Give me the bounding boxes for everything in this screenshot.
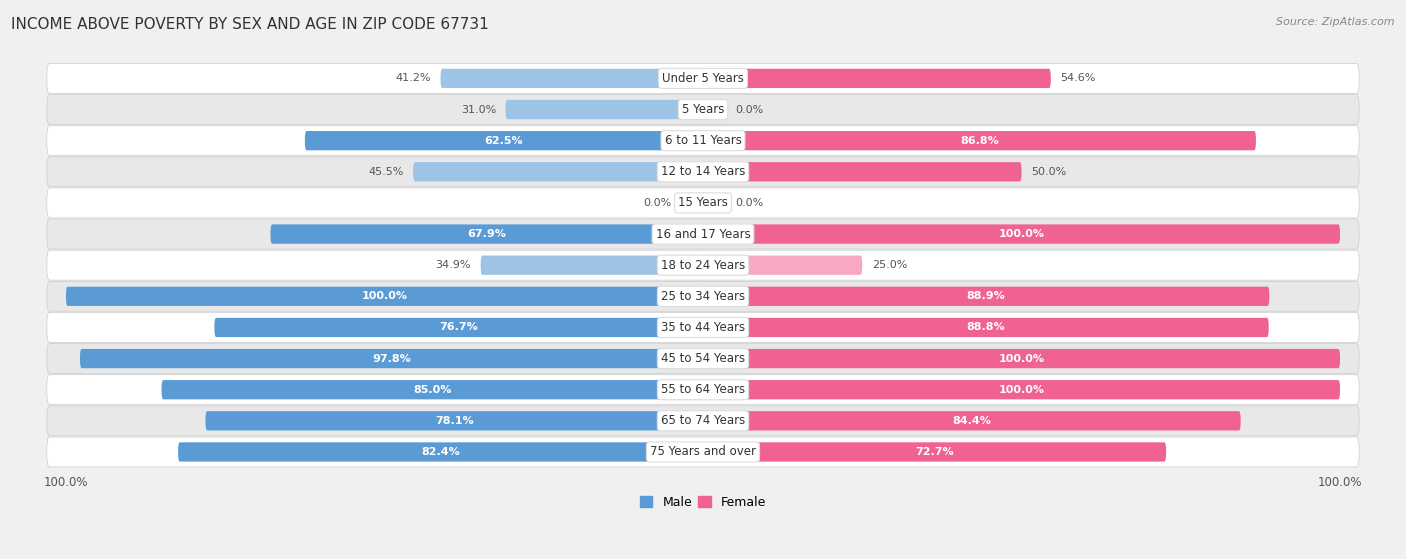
Text: 65 to 74 Years: 65 to 74 Years — [661, 414, 745, 427]
FancyBboxPatch shape — [46, 375, 1360, 405]
FancyBboxPatch shape — [703, 411, 1240, 430]
Text: Under 5 Years: Under 5 Years — [662, 72, 744, 85]
Text: 6 to 11 Years: 6 to 11 Years — [665, 134, 741, 147]
FancyBboxPatch shape — [703, 193, 723, 212]
FancyBboxPatch shape — [46, 437, 1360, 467]
FancyBboxPatch shape — [80, 349, 703, 368]
Text: 18 to 24 Years: 18 to 24 Years — [661, 259, 745, 272]
Text: 100.0%: 100.0% — [998, 385, 1045, 395]
Text: 45 to 54 Years: 45 to 54 Years — [661, 352, 745, 365]
Text: 88.9%: 88.9% — [967, 291, 1005, 301]
FancyBboxPatch shape — [703, 287, 1270, 306]
FancyBboxPatch shape — [703, 224, 1340, 244]
Text: 35 to 44 Years: 35 to 44 Years — [661, 321, 745, 334]
FancyBboxPatch shape — [270, 224, 703, 244]
Text: 15 Years: 15 Years — [678, 196, 728, 210]
Text: 54.6%: 54.6% — [1060, 73, 1095, 83]
FancyBboxPatch shape — [703, 162, 1022, 182]
FancyBboxPatch shape — [46, 312, 1360, 343]
FancyBboxPatch shape — [46, 219, 1360, 249]
FancyBboxPatch shape — [703, 69, 1050, 88]
FancyBboxPatch shape — [46, 157, 1360, 187]
Text: Source: ZipAtlas.com: Source: ZipAtlas.com — [1277, 17, 1395, 27]
FancyBboxPatch shape — [703, 380, 1340, 399]
Text: 76.7%: 76.7% — [439, 323, 478, 333]
Text: 100.0%: 100.0% — [998, 229, 1045, 239]
FancyBboxPatch shape — [703, 131, 1256, 150]
FancyBboxPatch shape — [703, 318, 1268, 337]
Text: 0.0%: 0.0% — [735, 198, 763, 208]
FancyBboxPatch shape — [205, 411, 703, 430]
Text: 72.7%: 72.7% — [915, 447, 953, 457]
FancyBboxPatch shape — [46, 406, 1360, 436]
FancyBboxPatch shape — [703, 255, 862, 275]
FancyBboxPatch shape — [46, 344, 1360, 373]
Text: 67.9%: 67.9% — [467, 229, 506, 239]
Text: 50.0%: 50.0% — [1031, 167, 1066, 177]
FancyBboxPatch shape — [413, 162, 703, 182]
FancyBboxPatch shape — [703, 442, 1166, 462]
FancyBboxPatch shape — [179, 442, 703, 462]
FancyBboxPatch shape — [506, 100, 703, 119]
Text: 12 to 14 Years: 12 to 14 Years — [661, 165, 745, 178]
FancyBboxPatch shape — [66, 287, 703, 306]
Text: 97.8%: 97.8% — [373, 354, 411, 363]
Text: 45.5%: 45.5% — [368, 167, 404, 177]
Text: 100.0%: 100.0% — [361, 291, 408, 301]
FancyBboxPatch shape — [46, 64, 1360, 93]
Text: 16 and 17 Years: 16 and 17 Years — [655, 228, 751, 240]
Text: INCOME ABOVE POVERTY BY SEX AND AGE IN ZIP CODE 67731: INCOME ABOVE POVERTY BY SEX AND AGE IN Z… — [11, 17, 489, 32]
FancyBboxPatch shape — [46, 188, 1360, 218]
Text: 85.0%: 85.0% — [413, 385, 451, 395]
FancyBboxPatch shape — [46, 126, 1360, 155]
Legend: Male, Female: Male, Female — [636, 491, 770, 514]
Text: 5 Years: 5 Years — [682, 103, 724, 116]
FancyBboxPatch shape — [305, 131, 703, 150]
Text: 86.8%: 86.8% — [960, 136, 998, 146]
Text: 0.0%: 0.0% — [643, 198, 671, 208]
Text: 0.0%: 0.0% — [735, 105, 763, 115]
FancyBboxPatch shape — [162, 380, 703, 399]
FancyBboxPatch shape — [46, 250, 1360, 280]
Text: 75 Years and over: 75 Years and over — [650, 446, 756, 458]
Text: 55 to 64 Years: 55 to 64 Years — [661, 383, 745, 396]
Text: 31.0%: 31.0% — [461, 105, 496, 115]
FancyBboxPatch shape — [440, 69, 703, 88]
Text: 62.5%: 62.5% — [485, 136, 523, 146]
Text: 25.0%: 25.0% — [872, 260, 907, 270]
Text: 41.2%: 41.2% — [395, 73, 432, 83]
FancyBboxPatch shape — [703, 349, 1340, 368]
Text: 82.4%: 82.4% — [422, 447, 460, 457]
FancyBboxPatch shape — [46, 94, 1360, 125]
Text: 88.8%: 88.8% — [966, 323, 1005, 333]
FancyBboxPatch shape — [214, 318, 703, 337]
Text: 34.9%: 34.9% — [436, 260, 471, 270]
Text: 25 to 34 Years: 25 to 34 Years — [661, 290, 745, 303]
FancyBboxPatch shape — [481, 255, 703, 275]
Text: 84.4%: 84.4% — [952, 416, 991, 426]
Text: 78.1%: 78.1% — [434, 416, 474, 426]
FancyBboxPatch shape — [46, 281, 1360, 311]
Text: 100.0%: 100.0% — [998, 354, 1045, 363]
FancyBboxPatch shape — [683, 193, 703, 212]
FancyBboxPatch shape — [703, 100, 723, 119]
